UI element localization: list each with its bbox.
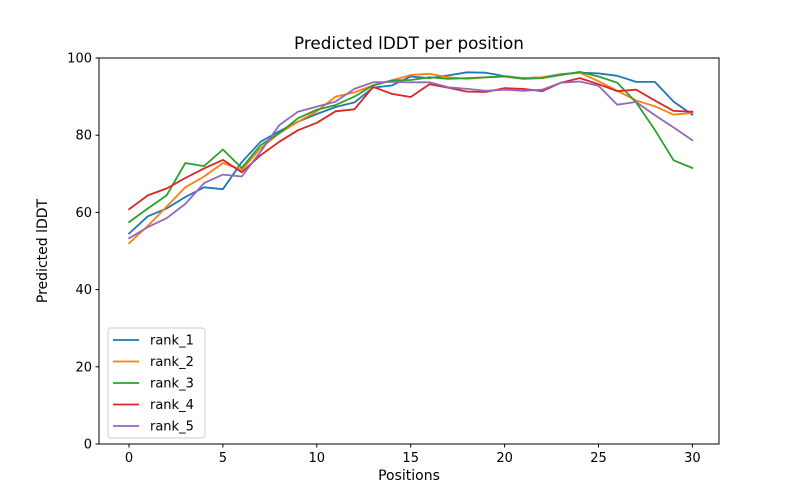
y-tick-label: 80: [75, 129, 92, 144]
y-tick-label: 100: [67, 52, 92, 67]
legend-frame: [107, 327, 206, 439]
y-tick-label: 60: [75, 206, 92, 221]
plot-frame: [98, 57, 720, 445]
series-line-rank_5: [128, 80, 694, 240]
x-tick-label: 20: [496, 451, 513, 466]
x-tick-label: 15: [402, 451, 419, 466]
y-axis-label: Predicted lDDT: [35, 198, 51, 303]
x-tick-label: 0: [125, 451, 133, 466]
y-tick-label: 0: [84, 438, 92, 453]
legend-label-rank_1: rank_1: [150, 334, 194, 349]
series-line-rank_4: [128, 77, 694, 211]
series-line-rank_3: [128, 71, 694, 224]
x-tick-label: 30: [684, 451, 701, 466]
x-axis-label: Positions: [378, 468, 440, 484]
y-axis-ticks: 0 20 40 60 80 100: [67, 52, 99, 453]
x-axis-ticks: 0 5 10 15 20 25 30: [125, 444, 701, 466]
chart-title: Predicted lDDT per position: [294, 33, 524, 53]
legend-label-rank_5: rank_5: [150, 420, 194, 435]
legend-box: rank_1 rank_2 rank_3 rank_4 rank_5: [107, 327, 206, 439]
x-tick-label: 25: [590, 451, 607, 466]
y-tick-label: 40: [75, 283, 92, 298]
legend-label-rank_4: rank_4: [150, 398, 194, 413]
series-lines: [128, 71, 694, 245]
series-line-rank_1: [128, 71, 694, 235]
x-tick-label: 10: [309, 451, 326, 466]
x-tick-label: 5: [219, 451, 227, 466]
legend-label-rank_3: rank_3: [150, 377, 194, 392]
series-line-rank_2: [128, 71, 694, 245]
y-tick-label: 20: [75, 360, 92, 375]
legend-label-rank_2: rank_2: [150, 355, 194, 370]
